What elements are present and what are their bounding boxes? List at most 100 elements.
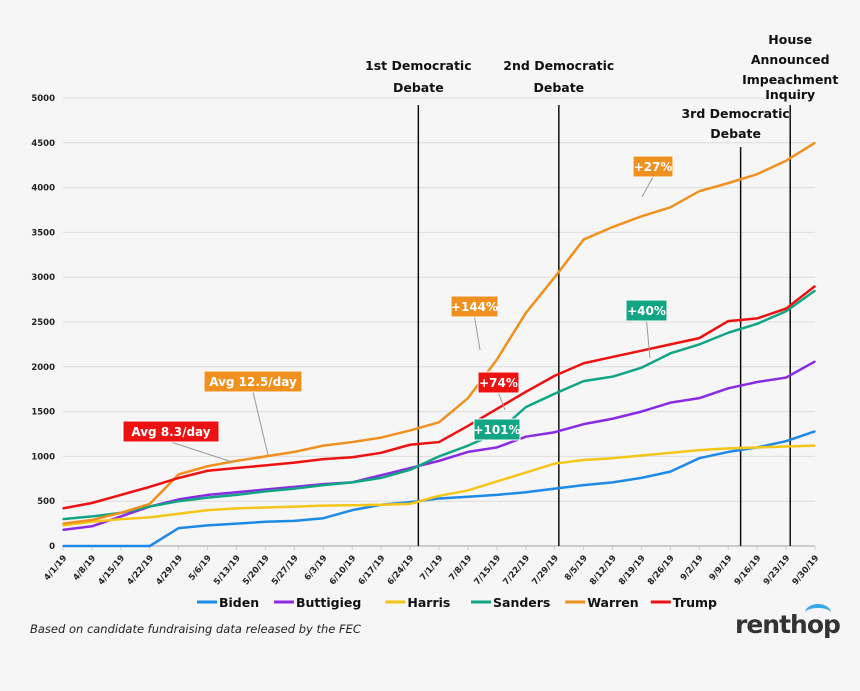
source-note: Based on candidate fundraising data rele…: [30, 622, 361, 636]
data-point-harris: [785, 445, 787, 448]
data-point-buttigieg: [380, 474, 382, 477]
data-point-trump: [235, 467, 238, 469]
data-point-buttigieg: [62, 529, 64, 531]
y-tick-label: 4500: [31, 139, 55, 149]
callout-leader: [170, 441, 233, 463]
data-point-biden: [698, 457, 701, 459]
data-point-biden: [235, 522, 238, 525]
data-point-warren: [814, 142, 816, 144]
data-point-trump: [206, 469, 209, 472]
data-point-harris: [438, 495, 440, 497]
data-point-harris: [148, 516, 151, 519]
data-point-buttigieg: [467, 451, 469, 453]
data-point-warren: [206, 465, 209, 468]
x-tick-label: 9/9/19: [708, 553, 735, 582]
x-tick-label: 7/22/19: [501, 553, 532, 587]
data-point-trump: [148, 486, 151, 488]
data-point-harris: [120, 518, 122, 520]
data-point-warren: [785, 159, 787, 162]
callout-box: [122, 420, 220, 443]
renthop-logo: renthop: [735, 604, 841, 639]
data-point-buttigieg: [177, 498, 180, 501]
x-tick-label: 4/8/19: [71, 553, 98, 582]
data-point-warren: [524, 312, 527, 314]
data-point-trump: [91, 502, 93, 504]
x-tick-label: 5/6/19: [187, 553, 214, 582]
legend-label: Biden: [219, 595, 259, 610]
data-point-sanders: [206, 496, 209, 499]
series-line-sanders: [62, 289, 816, 521]
data-point-trump: [582, 362, 585, 365]
data-point-trump: [640, 349, 643, 352]
data-point-harris: [380, 503, 382, 506]
data-point-trump: [524, 391, 527, 393]
x-tick-label: 4/22/19: [125, 553, 156, 587]
event-label: Impeachment: [742, 72, 838, 87]
data-point-warren: [264, 455, 267, 458]
data-point-harris: [177, 512, 180, 515]
data-point-trump: [756, 317, 758, 320]
data-point-warren: [496, 358, 498, 361]
data-point-biden: [582, 484, 585, 486]
data-point-buttigieg: [669, 401, 672, 404]
data-point-trump: [814, 285, 816, 287]
data-point-biden: [669, 470, 672, 473]
callout-leader: [498, 392, 506, 411]
series-line-biden: [63, 430, 816, 548]
x-tick-label: 8/12/19: [588, 553, 619, 587]
data-point-harris: [611, 457, 614, 459]
data-point-sanders: [148, 505, 151, 508]
data-point-trump: [669, 343, 672, 346]
data-point-warren: [120, 512, 122, 514]
callout-leader: [641, 176, 654, 198]
x-tick-label: 5/27/19: [270, 553, 301, 587]
legend-label: Harris: [407, 595, 450, 610]
data-point-buttigieg: [120, 515, 122, 518]
data-point-harris: [698, 449, 701, 451]
data-point-sanders: [611, 375, 614, 378]
data-point-harris: [264, 506, 267, 509]
data-point-warren: [380, 436, 382, 439]
data-point-harris: [293, 505, 296, 508]
data-point-warren: [467, 397, 469, 399]
x-tick-label: 9/23/19: [762, 553, 793, 587]
data-point-trump: [698, 337, 701, 339]
data-point-trump: [62, 507, 64, 510]
data-point-warren: [640, 215, 643, 218]
data-point-warren: [582, 238, 585, 241]
x-tick-label: 6/17/19: [357, 553, 388, 587]
data-point-harris: [756, 446, 758, 449]
x-tick-label: 9/16/19: [733, 553, 764, 587]
data-point-sanders: [785, 310, 787, 313]
x-tick-label: 6/24/19: [386, 553, 417, 587]
legend-label: Sanders: [493, 595, 550, 610]
data-point-trump: [293, 461, 296, 464]
x-tick-label: 7/8/19: [447, 553, 474, 582]
data-point-sanders: [409, 469, 411, 471]
callout-label: +144%: [451, 300, 498, 314]
x-tick-label: 8/26/19: [646, 553, 677, 587]
data-point-buttigieg: [235, 491, 238, 494]
data-point-sanders: [814, 289, 816, 292]
data-point-biden: [467, 495, 469, 498]
data-point-harris: [351, 504, 354, 507]
data-point-buttigieg: [524, 435, 527, 438]
data-point-sanders: [264, 490, 267, 493]
series-line-buttigieg: [62, 360, 816, 532]
callout-leader: [474, 316, 481, 351]
callout-box: [477, 371, 520, 394]
data-point-harris: [322, 504, 325, 507]
legend-label: Buttigieg: [296, 595, 361, 610]
data-point-trump: [120, 494, 122, 496]
data-point-trump: [727, 320, 730, 322]
x-tick-label: 4/29/19: [154, 553, 185, 587]
legend-label: Trump: [673, 595, 717, 610]
data-point-buttigieg: [91, 525, 93, 528]
callout-box: [203, 370, 303, 393]
data-point-sanders: [380, 477, 382, 479]
data-point-warren: [177, 473, 180, 476]
data-point-trump: [438, 441, 440, 443]
data-point-warren: [62, 522, 64, 525]
data-point-sanders: [467, 444, 469, 447]
event-label: 1st Democratic: [365, 58, 472, 73]
